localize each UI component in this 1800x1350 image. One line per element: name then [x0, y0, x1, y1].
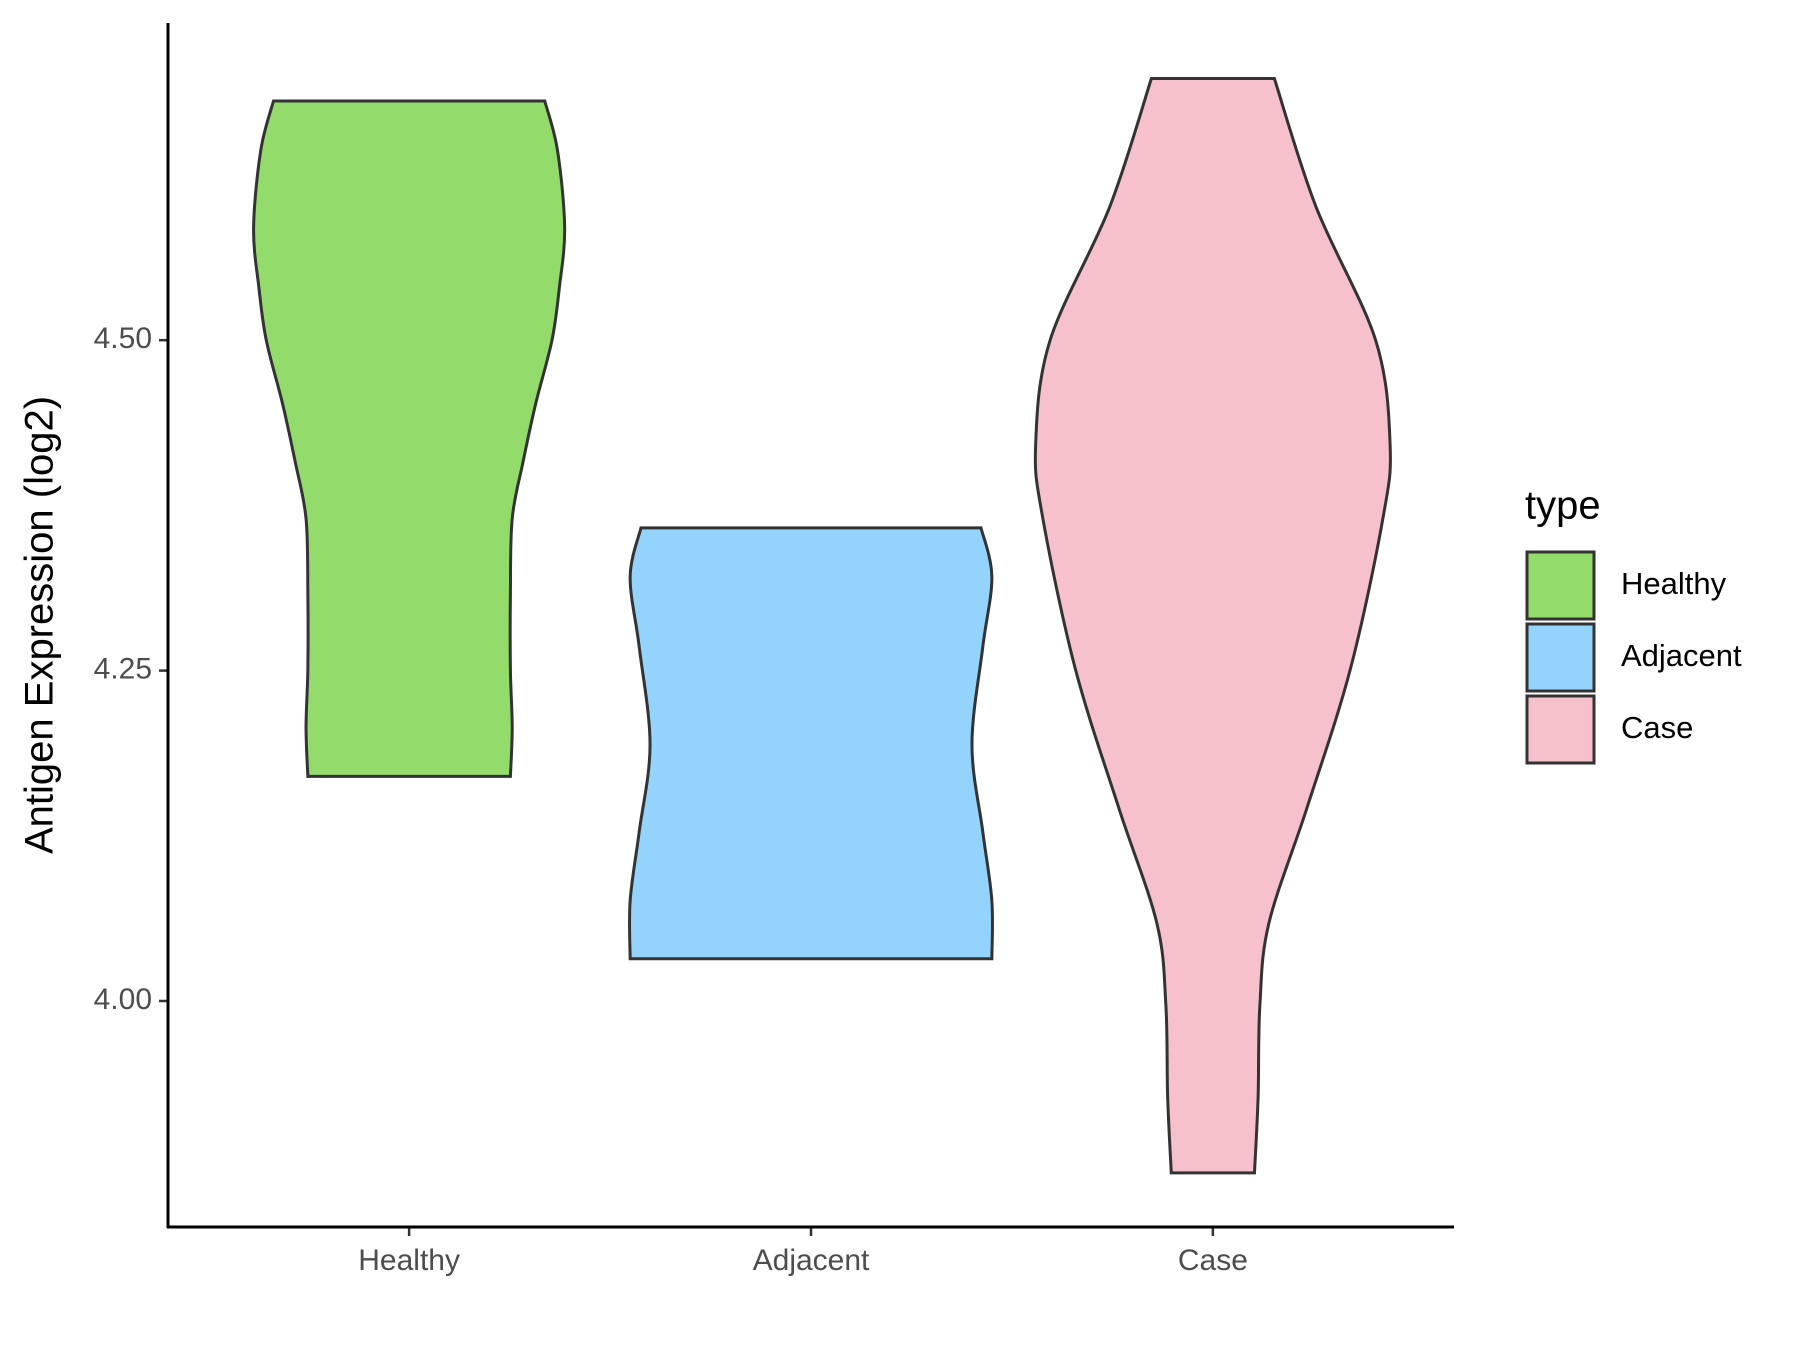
x-tick-label: Adjacent: [753, 1244, 870, 1277]
y-tick-label: 4.25: [94, 653, 152, 686]
legend-key: [1525, 622, 1596, 693]
y-axis-title: Antigen Expression (log2): [18, 396, 62, 854]
violin: [627, 526, 995, 961]
legend-label: Adjacent: [1621, 638, 1742, 673]
legend-label: Case: [1621, 710, 1693, 745]
x-tick-label: Case: [1178, 1244, 1248, 1277]
legend-title: type: [1525, 484, 1601, 528]
y-tick-label: 4.00: [94, 983, 152, 1016]
violin: [252, 99, 567, 778]
legend-key: [1525, 550, 1596, 621]
x-tick-label: Healthy: [358, 1244, 460, 1277]
legend-label: Healthy: [1621, 566, 1727, 601]
violin: [1033, 77, 1392, 1175]
y-tick-label: 4.50: [94, 322, 152, 355]
legend-key: [1525, 694, 1596, 765]
